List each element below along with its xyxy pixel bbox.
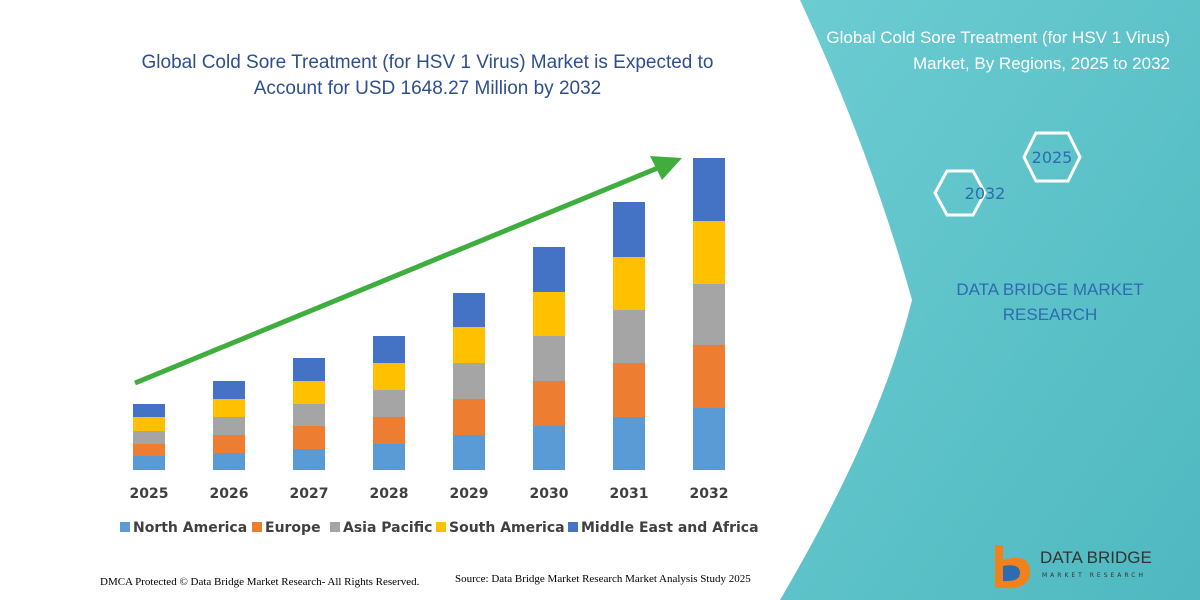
- bar-segment: [133, 417, 165, 431]
- bar-segment: [693, 221, 725, 284]
- bar-segment: [453, 363, 485, 399]
- bar-segment: [133, 404, 165, 417]
- bar-segment: [293, 426, 325, 449]
- legend-label: Europe: [265, 520, 321, 536]
- bar-segment: [293, 449, 325, 470]
- chart-title: Global Cold Sore Treatment (for HSV 1 Vi…: [141, 52, 714, 99]
- logo: DATA BRIDGE MARKET RESEARCH: [995, 545, 1152, 589]
- bar-segment: [293, 404, 325, 426]
- bar-segment: [453, 327, 485, 363]
- legend-label: North America: [133, 520, 247, 536]
- bar-segment: [693, 345, 725, 408]
- legend-swatch: [436, 522, 446, 532]
- bar-segment: [373, 417, 405, 444]
- bar-segment: [533, 336, 565, 381]
- x-tick-label: 2026: [210, 486, 249, 502]
- x-tick-label: 2029: [450, 486, 489, 502]
- bar-segment: [533, 426, 565, 470]
- x-tick-label: 2031: [610, 486, 649, 502]
- x-tick-label: 2032: [690, 486, 729, 502]
- hexagon: [1022, 131, 1082, 183]
- bar-segment: [373, 363, 405, 390]
- bar-segment: [533, 381, 565, 426]
- bar-segment: [533, 247, 565, 292]
- bar-segment: [693, 284, 725, 345]
- bar-segment: [453, 435, 485, 470]
- bar-segment: [213, 453, 245, 470]
- bar-segment: [213, 399, 245, 417]
- legend-swatch: [330, 522, 340, 532]
- logo-name: DATA BRIDGE: [1040, 548, 1152, 567]
- trend-arrow: [134, 162, 666, 386]
- bar-segment: [133, 431, 165, 444]
- hex-label: 2032: [965, 184, 1006, 203]
- bar-segment: [213, 417, 245, 435]
- brand: DATA BRIDGE MARKET RESEARCH: [956, 280, 1144, 324]
- bar-segment: [693, 408, 725, 470]
- legend-label: Middle East and Africa: [581, 520, 759, 536]
- logo-mark: [1003, 565, 1020, 582]
- source: Source: Data Bridge Market Research Mark…: [455, 573, 751, 585]
- bar-segment: [533, 292, 565, 336]
- bar-segment: [613, 310, 645, 363]
- x-tick-label: 2025: [130, 486, 169, 502]
- bar-segment: [133, 456, 165, 470]
- bar-segment: [453, 399, 485, 435]
- legend-label: Asia Pacific: [343, 520, 432, 536]
- bar-segment: [133, 444, 165, 456]
- copyright: DMCA Protected © Data Bridge Market Rese…: [100, 576, 420, 588]
- x-tick-label: 2030: [530, 486, 569, 502]
- arrow-head: [650, 156, 682, 180]
- bar-segment: [373, 444, 405, 470]
- hexagon: [933, 169, 987, 217]
- bar-segment: [613, 257, 645, 310]
- bar-segment: [613, 363, 645, 417]
- side-panel: [780, 0, 1200, 600]
- bar-segment: [213, 435, 245, 453]
- bar-segment: [613, 417, 645, 470]
- panel-title: Global Cold Sore Treatment (for HSV 1 Vi…: [826, 28, 1170, 73]
- legend-swatch: [252, 522, 262, 532]
- hex-label: 2025: [1032, 148, 1073, 167]
- legend-swatch: [568, 522, 578, 532]
- bar-segment: [373, 390, 405, 417]
- bar-segment: [693, 158, 725, 221]
- legend-swatch: [120, 522, 130, 532]
- bar-segment: [613, 202, 645, 257]
- bar-segment: [213, 381, 245, 399]
- bar-segment: [293, 381, 325, 404]
- x-tick-label: 2027: [290, 486, 329, 502]
- legend-label: South America: [449, 520, 565, 536]
- bar-chart: 2025 2026 2027 2028 2029 2030 2031 2032 North Am…: [120, 158, 759, 536]
- bar-segment: [373, 336, 405, 363]
- x-tick-label: 2028: [370, 486, 409, 502]
- bar-segment: [453, 293, 485, 327]
- logo-tagline: MARKET RESEARCH: [1042, 572, 1146, 579]
- bar-segment: [293, 358, 325, 381]
